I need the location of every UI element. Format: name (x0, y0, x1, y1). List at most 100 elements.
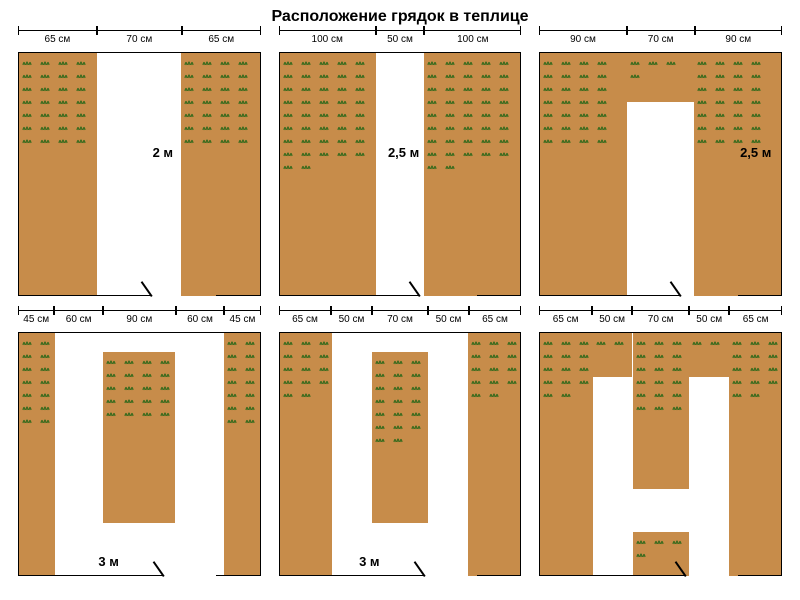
plant-icon (470, 376, 482, 385)
plant-icon (141, 369, 153, 378)
plant-icon (542, 389, 554, 398)
plant-icon (219, 109, 231, 118)
plant-icon (282, 376, 294, 385)
plant-icon (410, 421, 422, 430)
plant-icon (506, 376, 518, 385)
garden-bed (689, 333, 729, 377)
plant-icon (732, 57, 744, 66)
plant-icon (671, 402, 683, 411)
width-label: 2 м (153, 145, 173, 160)
plant-icon (767, 363, 779, 372)
plant-icon (470, 389, 482, 398)
plant-icon (123, 382, 135, 391)
plant-icon (749, 389, 761, 398)
plant-icon (426, 148, 438, 157)
plant-icon (410, 369, 422, 378)
plant-icon (105, 395, 117, 404)
plant-icon (244, 402, 256, 411)
plant-icon (244, 389, 256, 398)
dimension-label: 45 см (224, 310, 260, 332)
plant-icon (123, 356, 135, 365)
plant-icon (578, 96, 590, 105)
plant-icon (635, 350, 647, 359)
plant-icon (696, 109, 708, 118)
plant-icon (201, 135, 213, 144)
plant-icon (75, 122, 87, 131)
plant-icon (354, 83, 366, 92)
plant-icon (141, 395, 153, 404)
plant-icon (141, 382, 153, 391)
plant-icon (596, 83, 608, 92)
dimension-row: 45 см60 см90 см60 см45 см (18, 310, 261, 332)
plant-icon (75, 57, 87, 66)
plant-icon (226, 350, 238, 359)
plant-icon (282, 148, 294, 157)
plant-icon (21, 337, 33, 346)
plant-icon (750, 122, 762, 131)
dimension-label: 60 см (176, 310, 225, 332)
plant-icon (444, 135, 456, 144)
plant-icon (282, 350, 294, 359)
plant-icon (410, 356, 422, 365)
plant-icon (480, 148, 492, 157)
plant-icon (300, 148, 312, 157)
plant-icon (183, 96, 195, 105)
dimension-label: 65 см (18, 30, 97, 52)
plant-icon (578, 337, 590, 346)
plant-icon (560, 57, 572, 66)
plant-icon (653, 402, 665, 411)
plant-icon (336, 57, 348, 66)
width-label: 3 м (359, 554, 379, 569)
plant-icon (57, 135, 69, 144)
plant-icon (123, 408, 135, 417)
plant-icon (282, 109, 294, 118)
plant-icon (542, 57, 554, 66)
plant-icon (732, 96, 744, 105)
dimension-label: 100 см (279, 30, 376, 52)
plant-icon (237, 57, 249, 66)
plant-icon (462, 70, 474, 79)
plant-icon (226, 376, 238, 385)
plant-icon (578, 350, 590, 359)
plant-icon (300, 337, 312, 346)
plant-icon (444, 148, 456, 157)
plant-icon (392, 382, 404, 391)
dimension-label: 90 см (695, 30, 782, 52)
plant-icon (542, 70, 554, 79)
plant-icon (39, 57, 51, 66)
plant-icon (714, 70, 726, 79)
greenhouse-outline (539, 332, 782, 576)
wall-segment (19, 295, 151, 297)
dimension-row: 65 см50 см70 см50 см65 см (279, 310, 522, 332)
plant-icon (300, 161, 312, 170)
dimension-label: 70 см (372, 310, 429, 332)
plant-icon (39, 70, 51, 79)
dimension-label: 50 см (592, 310, 632, 332)
garden-bed (540, 333, 592, 576)
plant-icon (696, 122, 708, 131)
plant-icon (480, 83, 492, 92)
dimension-label: 65 см (182, 30, 261, 52)
greenhouse-outline: 2,5 м (279, 52, 522, 296)
plant-icon (498, 122, 510, 131)
greenhouse-plan: 90 см70 см90 см2,5 м (539, 30, 782, 296)
plant-icon (426, 122, 438, 131)
plant-icon (767, 337, 779, 346)
dimension-row: 65 см70 см65 см (18, 30, 261, 52)
wall-segment (738, 295, 781, 297)
plant-icon (444, 161, 456, 170)
plant-icon (226, 337, 238, 346)
plant-icon (498, 148, 510, 157)
plant-icon (21, 96, 33, 105)
plant-icon (731, 350, 743, 359)
plant-icon (300, 122, 312, 131)
greenhouse-outline: 2 м (18, 52, 261, 296)
plant-icon (39, 389, 51, 398)
plant-icon (354, 57, 366, 66)
dimension-label: 50 см (689, 310, 729, 332)
plant-icon (488, 389, 500, 398)
plant-icon (244, 337, 256, 346)
plant-icon (671, 363, 683, 372)
plant-icon (354, 122, 366, 131)
plant-icon (237, 96, 249, 105)
